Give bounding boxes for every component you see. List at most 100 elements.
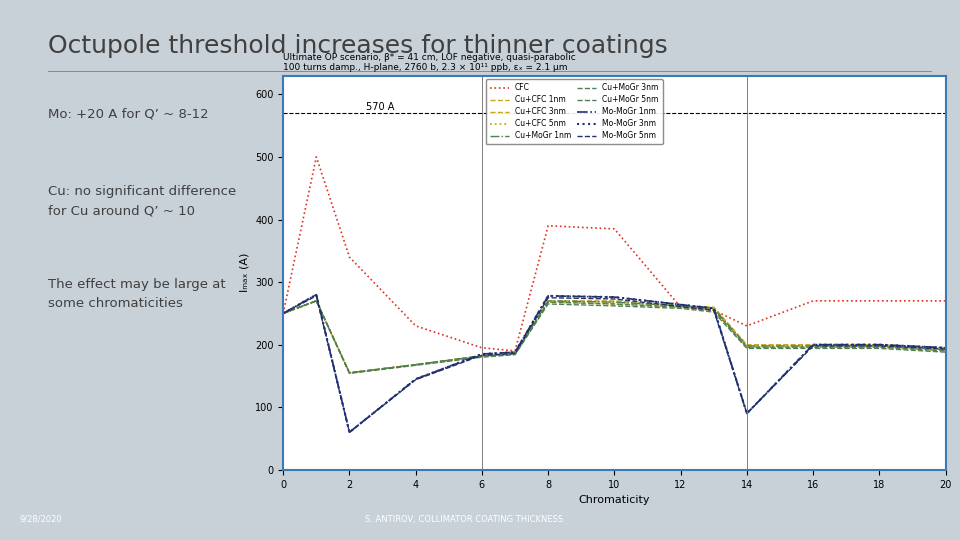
Cu+CFC 3nm — [277, 310, 289, 316]
CFC — [609, 226, 620, 232]
Mo-MoGr 5nm — [874, 343, 885, 349]
Cu+MoGr 5nm — [609, 302, 620, 309]
Mo-MoGr 1nm — [807, 341, 819, 348]
Mo-MoGr 5nm — [476, 352, 488, 359]
Mo-MoGr 1nm — [874, 341, 885, 348]
CFC — [807, 298, 819, 304]
Cu+CFC 1nm — [476, 353, 488, 359]
Cu+CFC 5nm — [675, 304, 686, 310]
Line: Mo-MoGr 3nm: Mo-MoGr 3nm — [283, 295, 946, 432]
Line: Cu+CFC 5nm: Cu+CFC 5nm — [283, 301, 946, 373]
Cu+MoGr 1nm — [277, 310, 289, 316]
Mo-MoGr 3nm — [741, 410, 753, 417]
Cu+CFC 5nm — [509, 351, 520, 357]
Cu+MoGr 5nm — [476, 354, 488, 360]
Cu+CFC 5nm — [344, 369, 355, 376]
Cu+CFC 3nm — [675, 302, 686, 309]
Cu+MoGr 3nm — [509, 351, 520, 357]
Line: CFC: CFC — [283, 157, 946, 351]
Cu+MoGr 1nm — [940, 347, 951, 353]
Text: 9/28/2020: 9/28/2020 — [19, 515, 61, 524]
Cu+CFC 5nm — [807, 344, 819, 350]
Cu+CFC 3nm — [940, 347, 951, 353]
Mo-MoGr 5nm — [311, 293, 323, 299]
Mo-MoGr 3nm — [675, 301, 686, 308]
Line: Cu+MoGr 5nm: Cu+MoGr 5nm — [283, 301, 946, 374]
Cu+CFC 5nm — [609, 301, 620, 307]
Cu+MoGr 1nm — [410, 361, 421, 368]
Mo-MoGr 5nm — [940, 346, 951, 352]
CFC — [509, 348, 520, 354]
Cu+MoGr 3nm — [344, 369, 355, 376]
Cu+CFC 3nm — [609, 299, 620, 305]
Line: Mo-MoGr 1nm: Mo-MoGr 1nm — [283, 295, 946, 432]
Cu+CFC 3nm — [509, 351, 520, 357]
Cu+MoGr 1nm — [708, 305, 720, 312]
Cu+MoGr 1nm — [509, 351, 520, 357]
Y-axis label: Iₘₐₓ (A): Iₘₐₓ (A) — [239, 253, 250, 292]
Mo-MoGr 3nm — [509, 349, 520, 355]
Mo-MoGr 1nm — [708, 305, 720, 312]
Cu+MoGr 3nm — [476, 353, 488, 359]
Cu+CFC 1nm — [708, 304, 720, 310]
Mo-MoGr 1nm — [476, 351, 488, 357]
Text: Ultimate OP scenario, β* = 41 cm, LOF negative, quasi-parabolic
100 turns damp.,: Ultimate OP scenario, β* = 41 cm, LOF ne… — [283, 52, 576, 72]
Cu+CFC 5nm — [410, 361, 421, 368]
CFC — [708, 307, 720, 314]
Cu+MoGr 5nm — [807, 345, 819, 352]
Cu+CFC 1nm — [509, 351, 520, 357]
Cu+MoGr 3nm — [277, 310, 289, 316]
Mo-MoGr 5nm — [509, 350, 520, 356]
Mo-MoGr 5nm — [277, 310, 289, 316]
Cu+CFC 1nm — [609, 298, 620, 304]
CFC — [344, 254, 355, 260]
CFC — [675, 304, 686, 310]
Mo-MoGr 3nm — [410, 376, 421, 382]
Cu+MoGr 3nm — [708, 307, 720, 314]
Cu+MoGr 5nm — [741, 345, 753, 352]
Mo-MoGr 1nm — [542, 293, 554, 299]
Cu+CFC 3nm — [344, 369, 355, 376]
Mo-MoGr 5nm — [542, 294, 554, 301]
Line: Cu+CFC 3nm: Cu+CFC 3nm — [283, 301, 946, 373]
CFC — [940, 298, 951, 304]
Cu+MoGr 3nm — [940, 348, 951, 354]
Mo-MoGr 1nm — [509, 349, 520, 355]
Mo-MoGr 5nm — [609, 296, 620, 302]
Cu+MoGr 5nm — [874, 345, 885, 352]
Mo-MoGr 3nm — [609, 294, 620, 300]
Mo-MoGr 1nm — [344, 429, 355, 435]
Line: Mo-MoGr 5nm: Mo-MoGr 5nm — [283, 296, 946, 432]
Text: Octupole threshold increases for thinner coatings: Octupole threshold increases for thinner… — [48, 34, 668, 58]
CFC — [476, 345, 488, 351]
Mo-MoGr 1nm — [311, 292, 323, 298]
Cu+CFC 5nm — [874, 344, 885, 350]
Cu+MoGr 3nm — [741, 344, 753, 350]
CFC — [874, 298, 885, 304]
Cu+MoGr 5nm — [708, 309, 720, 315]
Cu+CFC 5nm — [542, 299, 554, 305]
Mo-MoGr 1nm — [277, 310, 289, 316]
Cu+MoGr 3nm — [675, 304, 686, 310]
Cu+MoGr 5nm — [344, 370, 355, 377]
Mo-MoGr 5nm — [675, 303, 686, 310]
Cu+CFC 3nm — [807, 343, 819, 349]
Cu+CFC 3nm — [476, 353, 488, 359]
Mo-MoGr 3nm — [542, 293, 554, 299]
Cu+MoGr 5nm — [542, 301, 554, 307]
Cu+MoGr 5nm — [311, 298, 323, 304]
Cu+CFC 1nm — [277, 310, 289, 316]
Cu+CFC 5nm — [940, 348, 951, 354]
Cu+MoGr 5nm — [675, 305, 686, 312]
CFC — [542, 222, 554, 229]
Mo-MoGr 1nm — [410, 376, 421, 382]
Cu+MoGr 5nm — [940, 349, 951, 355]
Cu+CFC 3nm — [741, 343, 753, 349]
Cu+CFC 1nm — [874, 341, 885, 348]
Cu+MoGr 3nm — [874, 344, 885, 350]
Mo-MoGr 5nm — [344, 429, 355, 435]
Text: 570 A: 570 A — [366, 102, 395, 112]
Mo-MoGr 5nm — [807, 343, 819, 349]
Mo-MoGr 3nm — [311, 292, 323, 298]
Cu+CFC 1nm — [542, 298, 554, 304]
